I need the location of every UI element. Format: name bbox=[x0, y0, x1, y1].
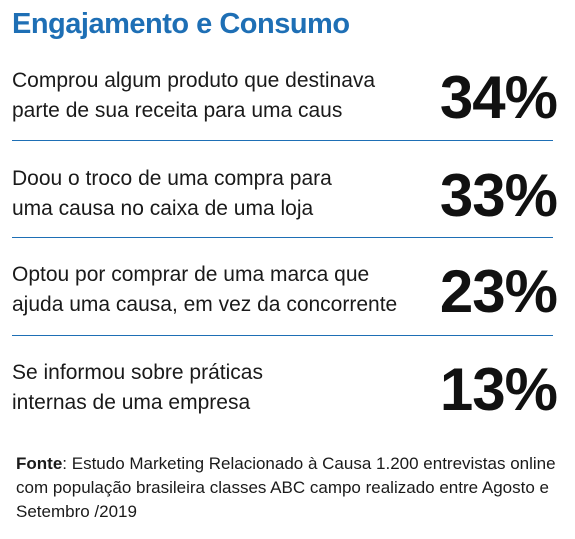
row-divider-1 bbox=[12, 140, 553, 141]
stat-label-2: Doou o troco de uma compra para uma caus… bbox=[12, 167, 332, 220]
stat-value-4: 13% bbox=[439, 356, 558, 423]
source-text: : Estudo Marketing Relacionado à Causa 1… bbox=[16, 454, 556, 521]
source-label: Fonte bbox=[16, 454, 63, 473]
chart-title: Engajamento e Consumo bbox=[12, 8, 350, 40]
row-divider-2 bbox=[12, 237, 553, 238]
stat-label-4: Se informou sobre práticas internas de u… bbox=[12, 361, 263, 414]
stat-value-3: 23% bbox=[439, 258, 558, 325]
stat-label-3: Optou por comprar de uma marca que ajuda… bbox=[12, 263, 398, 316]
row-divider-3 bbox=[12, 335, 553, 336]
source-note: Fonte: Estudo Marketing Relacionado à Ca… bbox=[16, 452, 561, 524]
stat-value-2: 33% bbox=[439, 162, 558, 229]
stat-value-1: 34% bbox=[439, 64, 558, 131]
stat-label-1: Comprou algum produto que destinava part… bbox=[12, 69, 376, 122]
